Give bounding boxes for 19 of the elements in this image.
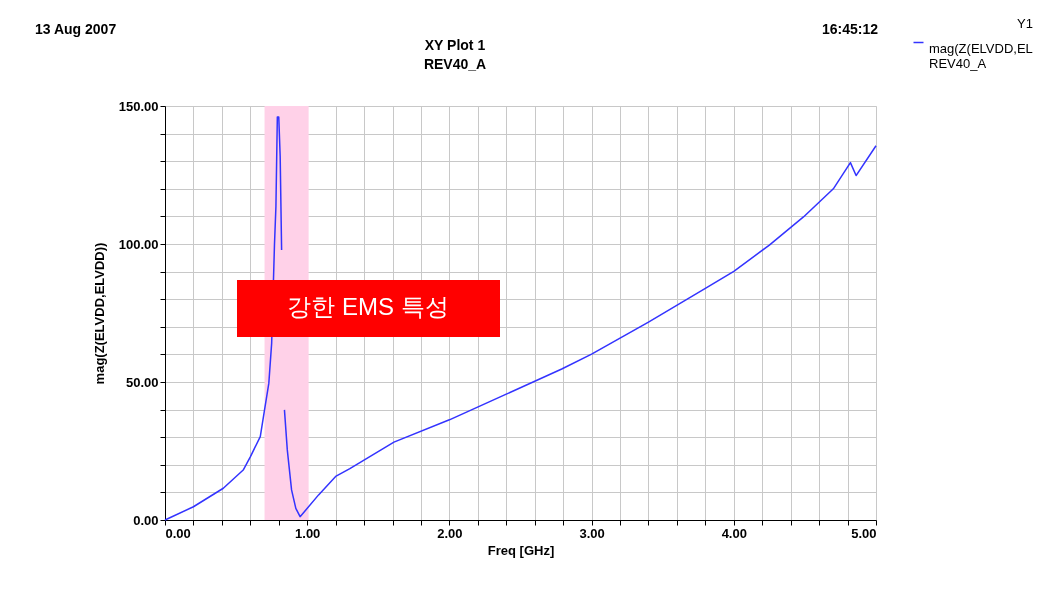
- chart-subtitle: REV40_A: [423, 56, 487, 72]
- annotation: 강한 EMS 특성: [287, 293, 449, 320]
- legend-label: mag(Z(ELVDD,EL REV40_A: [929, 40, 1033, 71]
- y-tick-label: 100.00: [118, 236, 159, 252]
- x-tick-label: 2.00: [437, 525, 463, 541]
- legend-title: Y1: [1017, 16, 1033, 31]
- text: 13 Aug 2007: [35, 21, 117, 37]
- x-tick-label: 3.00: [579, 525, 605, 541]
- x-tick-label: 0.00: [165, 525, 191, 541]
- x-axis-title: Freq [GHz]: [487, 542, 555, 558]
- y-axis-title: mag(Z(ELVDD,ELVDD)): [91, 242, 107, 385]
- y-tick-label: 150.00: [118, 98, 159, 114]
- chart-title: XY Plot 1: [424, 37, 486, 53]
- x-tick-label: 4.00: [721, 525, 747, 541]
- x-tick-label: 5.00: [851, 525, 877, 541]
- y-tick-label: 0.00: [133, 512, 159, 528]
- text: 16:45:12: [821, 21, 879, 37]
- x-tick-label: 1.00: [295, 525, 321, 541]
- y-tick-label: 50.00: [125, 374, 159, 390]
